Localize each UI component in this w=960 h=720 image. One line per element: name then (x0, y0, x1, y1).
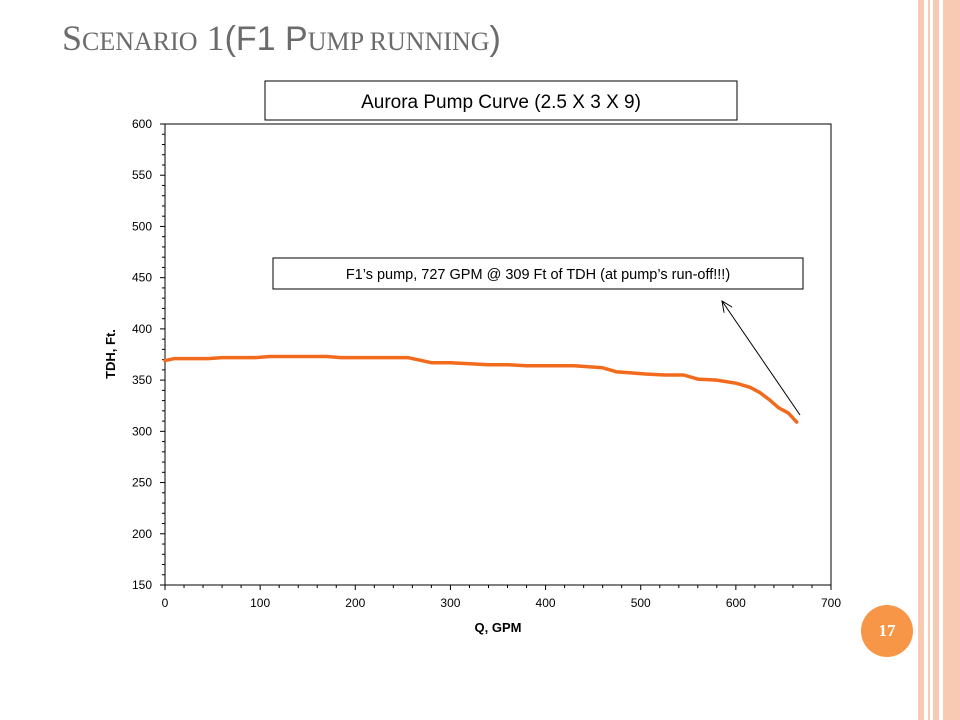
chart-title-box (264, 80, 738, 121)
x-tick-label: 100 (250, 596, 270, 610)
x-tick-label: 500 (631, 596, 651, 610)
annotation-text: F1’s pump, 727 GPM @ 309 Ft of TDH (at p… (346, 267, 730, 283)
slide-title-part: UMP (307, 27, 364, 56)
slide-title-part: ) (489, 20, 501, 58)
plot-area (164, 123, 832, 586)
slide-title-part: S (62, 18, 83, 58)
y-tick-label: 250 (132, 476, 152, 490)
y-tick-label: 150 (132, 578, 152, 592)
annotation-arrow (722, 301, 801, 416)
y-tick-label: 600 (132, 117, 152, 131)
x-tick-label: 0 (162, 596, 169, 610)
side-stripe-4 (943, 0, 960, 720)
y-tick-label: 200 (132, 527, 152, 541)
side-stripe-1 (918, 0, 924, 720)
y-tick-label: 500 (132, 219, 152, 233)
pump-curve-line (163, 354, 799, 424)
slide-title-part: 1 (197, 18, 225, 58)
x-tick-label: 600 (726, 596, 746, 610)
y-tick-label: 350 (132, 373, 152, 387)
slide-title: SCENARIO 1(F1 PUMP RUNNING) (62, 20, 501, 56)
x-tick-label: 200 (345, 596, 365, 610)
slide-title-part: RUNNING (369, 27, 490, 56)
annotation-box (272, 257, 804, 290)
y-tick-label: 400 (132, 322, 152, 336)
chart-title: Aurora Pump Curve (2.5 X 3 X 9) (361, 92, 641, 113)
x-tick-label: 400 (536, 596, 556, 610)
slide-title-part: (F1 P (224, 20, 308, 58)
y-axis-title: TDH, Ft. (103, 329, 118, 379)
page-number: 17 (878, 621, 896, 640)
side-stripe-3 (933, 0, 939, 720)
y-tick-label: 300 (132, 424, 152, 438)
x-tick-label: 700 (821, 596, 841, 610)
y-tick-label: 550 (132, 168, 152, 182)
x-tick-label: 300 (440, 596, 460, 610)
page-number-badge: 17 (861, 605, 913, 657)
slide-title-part: CENARIO (82, 27, 198, 56)
y-tick-label: 450 (132, 271, 152, 285)
side-stripe-2 (928, 0, 930, 720)
x-axis-title: Q, GPM (475, 620, 522, 635)
